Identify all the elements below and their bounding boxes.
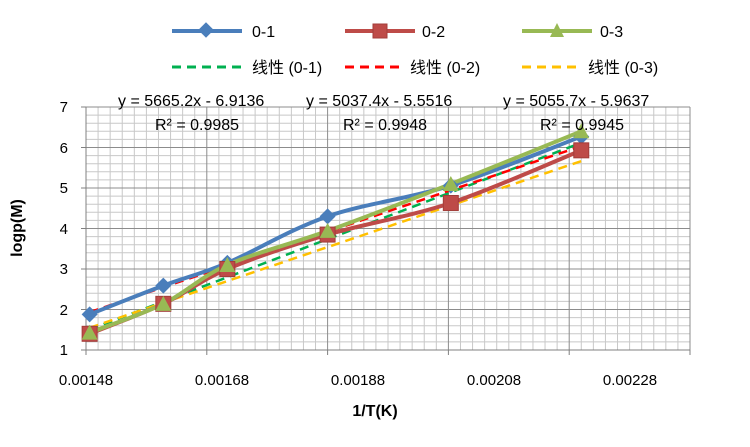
- legend-label-trend-0-1: 线性 (0-1): [252, 59, 322, 77]
- y-tick-label: 7: [60, 99, 68, 116]
- trendline-equation-0-3: y = 5055.7x - 5.9637: [503, 93, 649, 110]
- trendline-r2-0-2: R² = 0.9948: [343, 117, 427, 134]
- trendline-3: [89, 159, 582, 329]
- data-point-0-2: [573, 142, 590, 159]
- data-point-0-3: [219, 256, 236, 272]
- trendline-r2-0-3: R² = 0.9945: [540, 117, 624, 134]
- legend-label-0-1: 0-1: [252, 24, 275, 41]
- y-axis-title: logp(M): [9, 199, 26, 257]
- markers: [81, 123, 590, 342]
- legend-entry-0-3: 0-3: [522, 23, 623, 41]
- y-tick-label: 2: [60, 302, 68, 319]
- trendline-labels: y = 5665.2x - 6.9136 R² = 0.9985 y = 503…: [118, 93, 649, 134]
- data-point-0-3: [442, 175, 459, 191]
- y-tick-label: 3: [60, 261, 68, 278]
- y-tick-label: 5: [60, 180, 68, 197]
- legend-label-0-3: 0-3: [600, 24, 623, 41]
- trendline-equation-0-2: y = 5037.4x - 5.5516: [306, 93, 452, 110]
- data-point-0-3: [155, 295, 172, 311]
- x-tick-labels: 0.00148 0.00168 0.00188 0.00208 0.00228: [59, 372, 657, 389]
- legend-entry-trend-0-1: 线性 (0-1): [172, 59, 322, 77]
- data-point-0-3: [319, 222, 336, 238]
- y-tick-label: 4: [60, 221, 68, 238]
- legend: 0-1 0-2 0-3 线性 (0-1) 线性 (0-2) 线性 (0-3): [172, 22, 658, 77]
- grid-major: [86, 106, 691, 350]
- x-tick-label: 0.00188: [331, 372, 385, 389]
- legend-label-0-2: 0-2: [422, 24, 445, 41]
- data-point-0-1: [81, 306, 98, 323]
- legend-marker-0-1: [198, 22, 214, 38]
- legend-entry-trend-0-2: 线性 (0-2): [345, 59, 480, 77]
- x-tick-label: 0.00148: [59, 372, 113, 389]
- legend-label-trend-0-3: 线性 (0-3): [588, 59, 658, 77]
- x-tick-label: 0.00168: [195, 372, 249, 389]
- trendline-equation-0-1: y = 5665.2x - 6.9136: [118, 93, 264, 110]
- legend-entry-0-1: 0-1: [172, 22, 275, 41]
- y-tick-label: 6: [60, 140, 68, 157]
- trendline-r2-0-1: R² = 0.9985: [155, 117, 239, 134]
- data-point-0-2: [442, 194, 459, 211]
- legend-entry-0-2: 0-2: [345, 23, 445, 41]
- axes: [81, 106, 691, 355]
- x-tick-label: 0.00228: [603, 372, 657, 389]
- legend-marker-0-2: [372, 23, 388, 39]
- legend-entry-trend-0-3: 线性 (0-3): [522, 59, 658, 77]
- data-point-0-3: [81, 324, 98, 340]
- data-point-0-3: [573, 123, 590, 139]
- plot-area: [81, 106, 691, 355]
- y-tick-labels: 1 2 3 4 5 6 7: [60, 99, 68, 359]
- y-tick-label: 1: [60, 342, 68, 359]
- data-point-0-1: [155, 277, 172, 294]
- x-tick-label: 0.00208: [467, 372, 521, 389]
- legend-label-trend-0-2: 线性 (0-2): [410, 59, 480, 77]
- legend-marker-0-3: [550, 23, 564, 37]
- x-axis-title: 1/T(K): [352, 403, 397, 420]
- data-point-0-1: [319, 208, 336, 225]
